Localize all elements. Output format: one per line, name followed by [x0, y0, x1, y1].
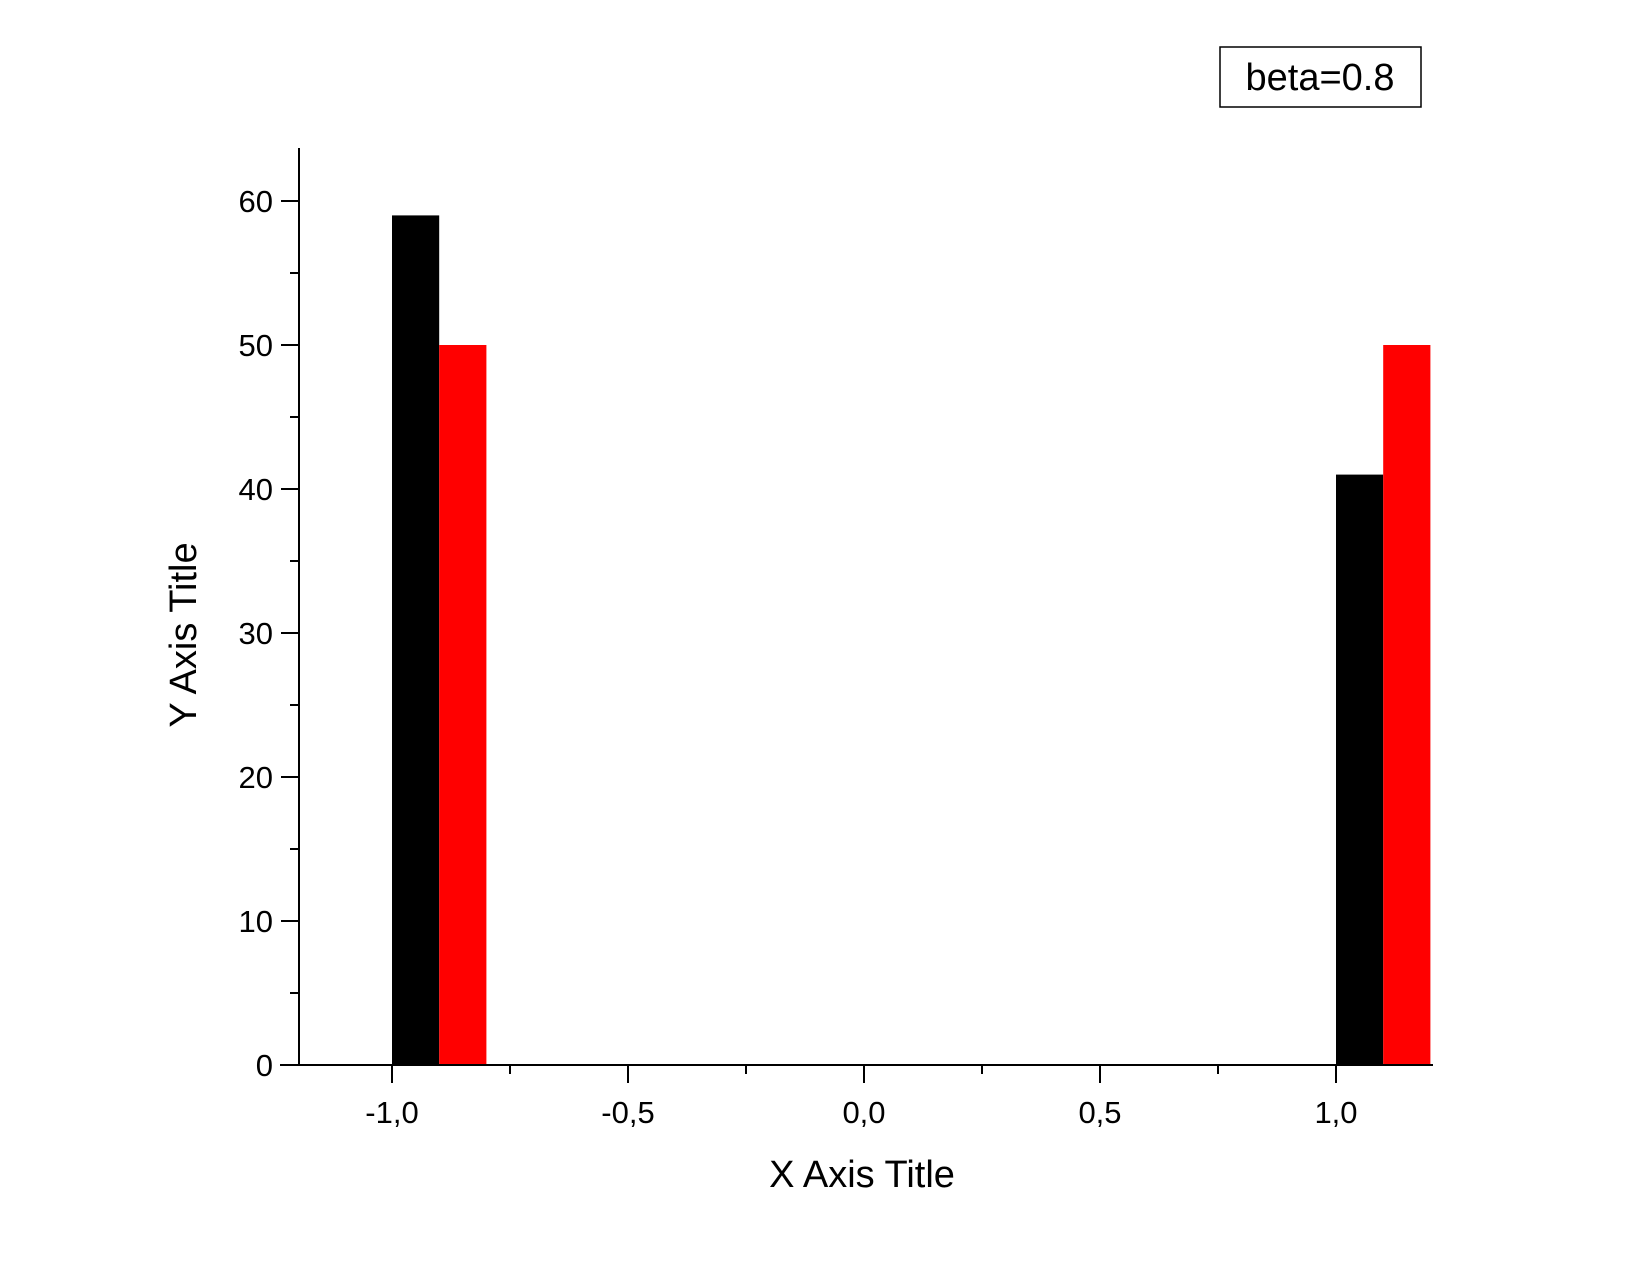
x-tick-label-1: -1,0 — [365, 1095, 418, 1130]
x-axis-title: X Axis Title — [769, 1154, 955, 1196]
annotation-text: beta=0.8 — [1246, 57, 1395, 99]
y-tick-label-10: 10 — [239, 904, 273, 939]
y-axis-title: Y Axis Title — [163, 542, 205, 727]
x-tick-label-2: -0,5 — [601, 1095, 654, 1130]
bar-series-2-1 — [439, 345, 487, 1065]
bar-series-1-2 — [1336, 474, 1384, 1066]
y-tick-label-30: 30 — [239, 616, 273, 651]
x-tick-label-3: 0,0 — [842, 1095, 885, 1130]
x-tick-label-5: 1,0 — [1314, 1095, 1357, 1130]
x-tick-label-4: 0,5 — [1078, 1095, 1121, 1130]
y-tick-label-50: 50 — [239, 328, 273, 363]
y-tick-label-20: 20 — [239, 760, 273, 795]
y-tick-label-0: 0 — [256, 1048, 273, 1083]
tick-labels-layer: 0 10 20 30 40 50 60 -1,0 -0,5 0,0 0,5 1,0 — [239, 184, 1358, 1130]
bars-layer — [392, 215, 1431, 1066]
y-tick-label-60: 60 — [239, 184, 273, 219]
y-tick-label-40: 40 — [239, 472, 273, 507]
annotation-frame — [1219, 46, 1422, 108]
annotation-box: beta=0.8 — [1219, 46, 1422, 108]
axes-layer — [280, 148, 1433, 1083]
bar-series-1-1 — [392, 215, 440, 1065]
bar-series-2-2 — [1383, 345, 1431, 1065]
